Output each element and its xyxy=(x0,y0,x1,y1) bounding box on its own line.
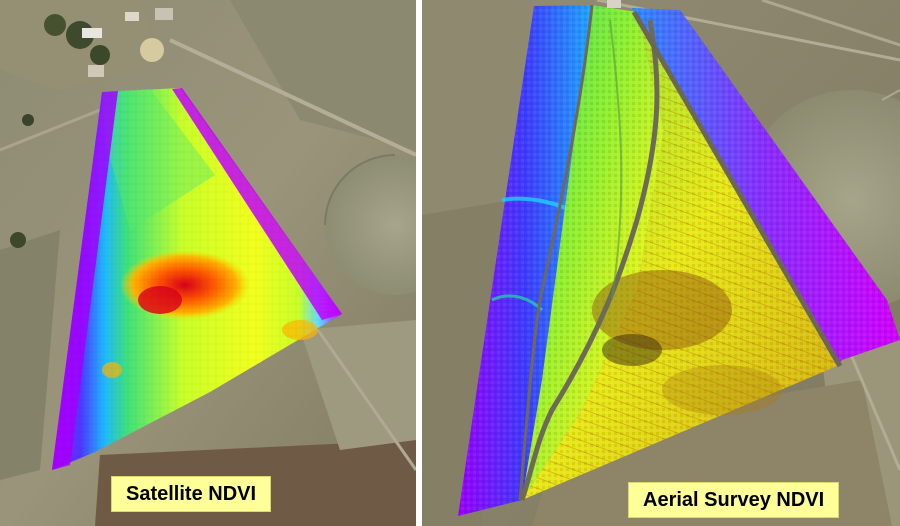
aerial-ndvi-panel: Aerial Survey NDVI xyxy=(422,0,900,526)
satellite-ndvi-label: Satellite NDVI xyxy=(111,476,272,512)
satellite-ndvi-panel: Satellite NDVI xyxy=(0,0,416,526)
panel-divider xyxy=(416,0,422,526)
aerial-scene xyxy=(422,0,900,526)
satellite-ndvi-overlay xyxy=(52,88,342,470)
satellite-scene xyxy=(0,0,416,526)
barn-roof xyxy=(607,0,621,8)
aerial-ndvi-overlay xyxy=(458,4,900,516)
aerial-survey-ndvi-label: Aerial Survey NDVI xyxy=(628,482,840,518)
farmstead xyxy=(10,8,173,248)
